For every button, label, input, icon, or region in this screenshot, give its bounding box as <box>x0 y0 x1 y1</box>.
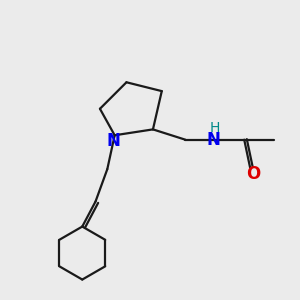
Text: N: N <box>206 131 220 149</box>
Text: N: N <box>106 132 120 150</box>
Text: O: O <box>246 165 260 183</box>
Text: H: H <box>210 121 220 135</box>
